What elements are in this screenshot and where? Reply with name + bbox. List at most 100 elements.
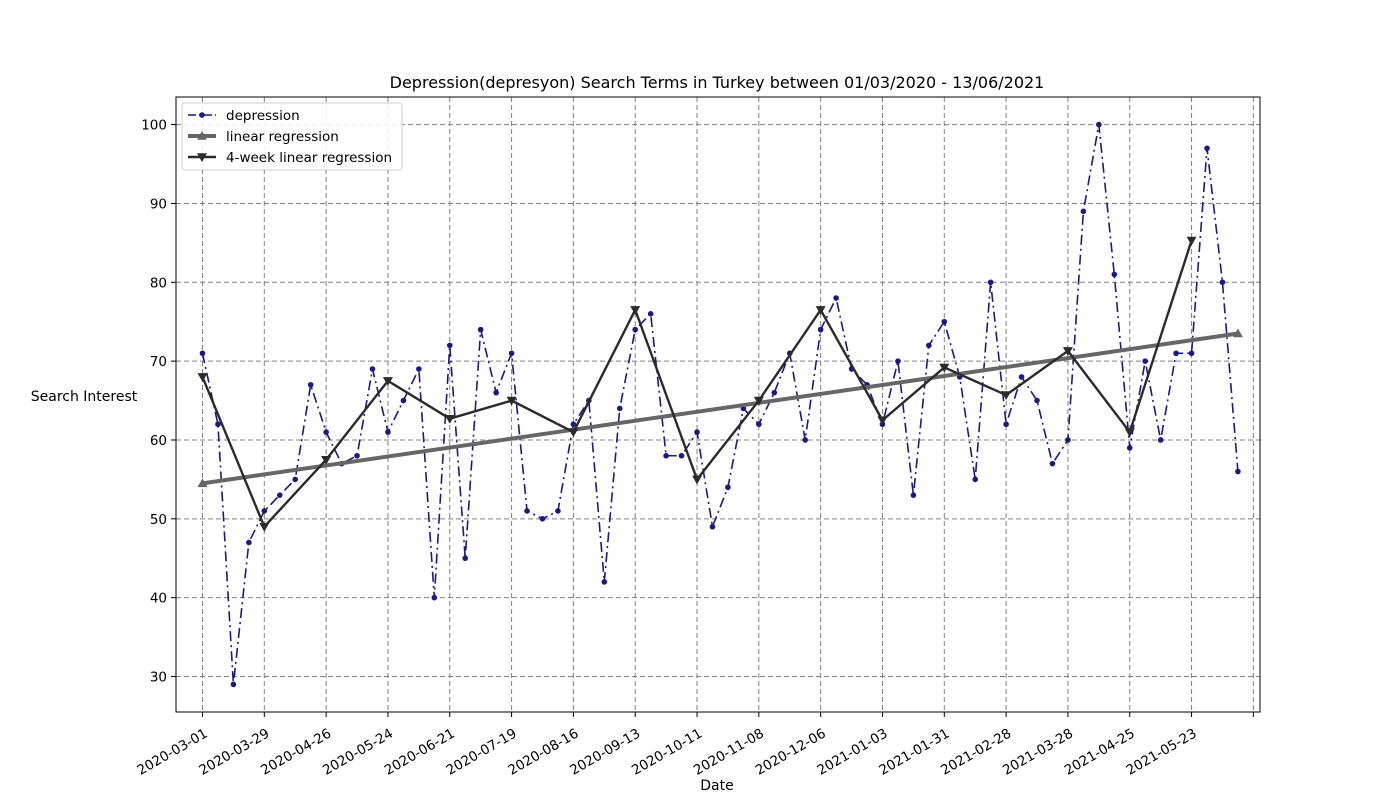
data-point xyxy=(444,414,455,424)
data-point xyxy=(694,429,700,435)
y-tick-label: 90 xyxy=(150,196,167,212)
data-point xyxy=(246,539,252,546)
data-point xyxy=(1173,350,1179,357)
y-tick-label: 80 xyxy=(150,275,167,291)
y-tick-label: 70 xyxy=(150,354,167,370)
data-point xyxy=(276,492,283,498)
legend: depression linear regression 4-week linear… xyxy=(181,102,403,171)
data-point xyxy=(817,326,824,333)
data-point xyxy=(601,579,608,585)
data-point xyxy=(506,396,517,406)
data-point xyxy=(1003,421,1009,428)
data-point xyxy=(663,452,669,459)
y-tick-label: 40 xyxy=(150,591,167,607)
data-point xyxy=(1001,391,1012,401)
data-point xyxy=(259,522,270,532)
x-axis-label: Date xyxy=(700,778,733,794)
data-point xyxy=(1219,279,1226,286)
data-point xyxy=(802,437,809,443)
y-tick-label: 60 xyxy=(150,433,167,449)
legend-label: 4-week linear regression xyxy=(226,150,392,166)
legend-marker xyxy=(197,153,207,162)
data-point xyxy=(1018,374,1025,380)
y-tick-label: 50 xyxy=(150,512,167,528)
data-point xyxy=(323,429,329,435)
data-point xyxy=(771,389,778,396)
data-point xyxy=(647,311,654,317)
legend-marker xyxy=(197,131,207,140)
data-point xyxy=(215,421,221,428)
data-point xyxy=(307,381,314,388)
data-point xyxy=(1034,397,1040,404)
data-point xyxy=(1062,347,1073,356)
data-point xyxy=(354,452,360,459)
data-point xyxy=(709,523,716,530)
data-point xyxy=(1124,428,1135,438)
data-point xyxy=(1157,437,1164,443)
data-point xyxy=(678,452,685,459)
data-point xyxy=(385,429,391,435)
data-point xyxy=(939,363,950,373)
data-point xyxy=(1049,460,1056,467)
data-point xyxy=(630,306,641,315)
data-point xyxy=(477,326,484,333)
data-point xyxy=(292,476,299,483)
data-point xyxy=(493,389,499,396)
data-point xyxy=(416,366,422,372)
data-point xyxy=(725,484,731,491)
data-point xyxy=(815,306,826,315)
data-point xyxy=(1096,121,1102,128)
legend-label: depression xyxy=(226,108,300,124)
data-point xyxy=(261,508,268,514)
data-point xyxy=(570,421,577,428)
data-point xyxy=(1065,437,1071,443)
data-point xyxy=(524,508,530,514)
plot-frame xyxy=(175,96,1261,713)
data-point xyxy=(321,455,332,465)
chart-title: Depression(depresyon) Search Terms in Tu… xyxy=(390,73,1045,92)
data-point xyxy=(1204,145,1210,152)
data-point xyxy=(833,295,839,301)
data-point xyxy=(1186,236,1197,246)
data-point xyxy=(1142,358,1148,364)
data-point xyxy=(382,377,393,386)
data-point xyxy=(462,555,469,562)
data-point xyxy=(1232,328,1243,338)
data-point xyxy=(753,396,764,406)
data-point xyxy=(197,373,208,382)
legend-box xyxy=(181,102,403,171)
data-point xyxy=(369,366,376,372)
series-line-0 xyxy=(201,124,1239,685)
data-point xyxy=(508,350,515,357)
y-axis-label: Search Interest xyxy=(31,389,138,405)
series-layer xyxy=(197,121,1243,688)
data-point xyxy=(987,279,994,286)
data-point xyxy=(230,681,237,688)
data-point xyxy=(941,318,948,325)
data-point xyxy=(431,594,438,601)
data-point xyxy=(692,475,703,485)
legend-marker xyxy=(199,112,205,118)
data-point xyxy=(972,476,979,483)
data-point xyxy=(446,342,453,349)
data-point xyxy=(895,358,901,364)
data-point xyxy=(197,478,208,488)
data-point xyxy=(400,397,407,404)
legend-label: linear regression xyxy=(226,129,339,145)
data-point xyxy=(199,350,206,357)
data-point xyxy=(616,405,623,412)
data-point xyxy=(910,492,917,498)
data-point xyxy=(632,326,639,333)
data-point xyxy=(926,342,932,349)
data-point xyxy=(539,516,546,522)
data-point xyxy=(555,508,561,514)
data-point xyxy=(1126,445,1133,451)
data-point xyxy=(1080,208,1087,215)
data-point xyxy=(1111,271,1118,278)
data-point xyxy=(877,416,888,426)
data-point xyxy=(1235,468,1241,475)
y-tick-label: 30 xyxy=(150,670,167,686)
series-line-1 xyxy=(202,331,1239,486)
y-tick-label: 100 xyxy=(141,118,167,134)
